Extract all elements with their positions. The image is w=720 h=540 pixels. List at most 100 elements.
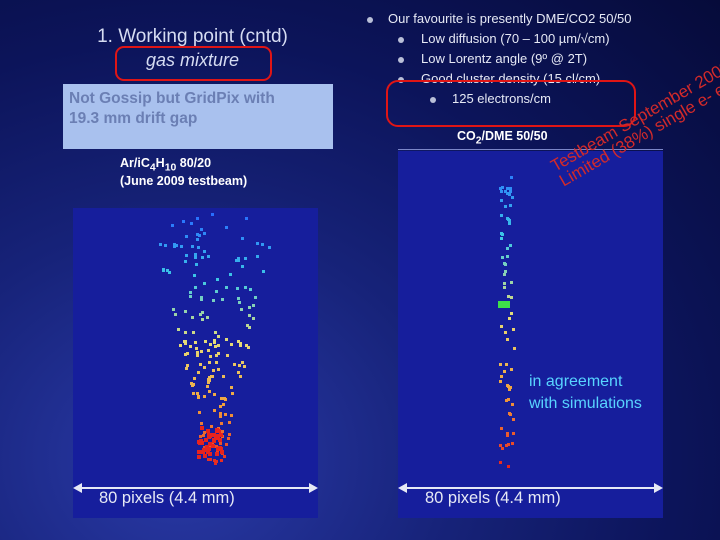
left-hit-pixel <box>183 330 187 334</box>
left-hit-pixel <box>212 392 216 396</box>
left-hit-pixel <box>218 405 222 409</box>
left-hit-pixel <box>173 312 177 316</box>
left-hit-pixel <box>229 342 233 346</box>
left-hit-pixel <box>242 365 246 369</box>
left-hit-pixel <box>216 367 220 371</box>
left-hit-pixel <box>262 269 266 273</box>
left-hit-pixel <box>214 435 219 440</box>
right-hit-pixel <box>504 190 508 194</box>
left-hit-pixel <box>180 244 184 248</box>
left-hit-pixel <box>214 444 218 448</box>
bullet-sub-3: Good cluster density (15 cl/cm) <box>421 71 601 86</box>
left-hit-pixel <box>219 442 222 446</box>
left-hit-pixel <box>203 249 207 253</box>
right-hit-pixel <box>505 247 509 251</box>
slide-title: 1. Working point (cntd) <box>97 26 288 47</box>
left-hit-pixel <box>226 353 230 357</box>
arrow-head-right-icon <box>654 483 663 493</box>
bullet-dot <box>398 57 404 63</box>
left-hit-pixel <box>202 394 206 398</box>
left-hit-pixel <box>220 449 225 454</box>
left-hit-pixel <box>207 377 211 381</box>
left-hit-pixel <box>248 314 252 318</box>
left-hit-pixel <box>206 428 211 433</box>
left-hit-pixel <box>244 217 248 221</box>
left-hit-pixel <box>189 381 193 385</box>
left-hit-pixel <box>186 352 190 356</box>
left-hit-pixel <box>220 429 224 433</box>
left-hit-pixel <box>204 339 208 343</box>
bullet-main: Our favourite is presently DME/CO2 50/50 <box>388 11 632 26</box>
left-hit-pixel <box>244 286 248 290</box>
left-hit-pixel <box>205 444 210 449</box>
right-hit-pixel <box>504 363 508 367</box>
left-hit-pixel <box>208 451 213 456</box>
left-hit-pixel <box>217 352 220 356</box>
left-hit-pixel <box>196 245 200 249</box>
left-hit-pixel <box>209 433 214 438</box>
left-hit-pixel <box>193 274 197 278</box>
left-hit-pixel <box>195 263 199 266</box>
left-hit-pixel <box>246 346 250 350</box>
left-hit-pixel <box>236 259 240 263</box>
left-hit-pixel <box>195 233 199 237</box>
left-hit-pixel <box>199 363 203 367</box>
right-hit-pixel <box>499 460 503 464</box>
right-hit-pixel <box>507 465 511 469</box>
left-hit-pixel <box>240 236 244 240</box>
left-hit-pixel <box>191 245 195 249</box>
right-hit-pixel <box>504 444 508 448</box>
left-hit-pixel <box>184 342 188 346</box>
right-hit-pixel <box>500 190 504 194</box>
left-hit-pixel <box>215 277 219 281</box>
left-hit-pixel <box>165 269 169 273</box>
left-hit-pixel <box>212 437 217 442</box>
left-hit-pixel <box>220 421 224 425</box>
left-hit-pixel <box>215 353 219 357</box>
left-hit-pixel <box>196 370 200 374</box>
left-hit-pixel <box>247 325 251 329</box>
left-hit-pixel <box>184 367 188 371</box>
left-hit-pixel <box>233 363 237 367</box>
left-hit-pixel <box>224 443 228 447</box>
right-hit-pixel <box>506 294 510 298</box>
left-hit-pixel <box>193 286 197 290</box>
left-hit-pixel <box>191 382 195 386</box>
left-hit-pixel <box>220 298 224 302</box>
left-hit-pixel <box>195 216 199 220</box>
right-hit-pixel <box>510 311 514 315</box>
left-hit-pixel <box>214 462 218 466</box>
left-hit-pixel <box>201 256 205 260</box>
left-hit-pixel <box>225 225 229 229</box>
right-scale-label: 80 pixels (4.4 mm) <box>425 489 561 507</box>
bullet-dot <box>367 17 373 23</box>
left-hit-pixel <box>221 402 225 406</box>
left-hit-pixel <box>189 345 193 349</box>
left-hit-pixel <box>185 364 189 368</box>
arrow-line <box>406 487 655 489</box>
left-hit-pixel <box>175 244 179 248</box>
left-hit-pixel <box>217 428 222 433</box>
left-hit-pixel <box>197 233 201 237</box>
left-hit-pixel <box>181 219 185 223</box>
right-hit-pixel <box>511 442 515 446</box>
left-hit-pixel <box>229 413 233 417</box>
left-hit-pixel <box>207 442 212 447</box>
left-hit-pixel <box>248 306 251 310</box>
right-panel-label: CO2/DME 50/50 <box>457 129 548 147</box>
left-hit-pixel <box>216 334 220 338</box>
right-hit-pixel <box>509 175 513 179</box>
left-hit-pixel <box>197 449 202 454</box>
right-hit-pixel <box>503 261 507 265</box>
right-hit-pixel <box>512 418 516 422</box>
left-hit-pixel <box>199 227 203 231</box>
right-hit-pixel <box>500 214 503 218</box>
right-hit-pixel <box>506 217 510 221</box>
left-hit-pixel <box>183 259 187 263</box>
left-hit-pixel <box>218 414 222 418</box>
left-hit-pixel <box>228 421 232 425</box>
left-hit-pixel <box>202 282 206 286</box>
right-hit-pixel <box>507 219 511 223</box>
left-hit-pixel <box>172 243 176 247</box>
left-hit-pixel <box>208 342 212 346</box>
